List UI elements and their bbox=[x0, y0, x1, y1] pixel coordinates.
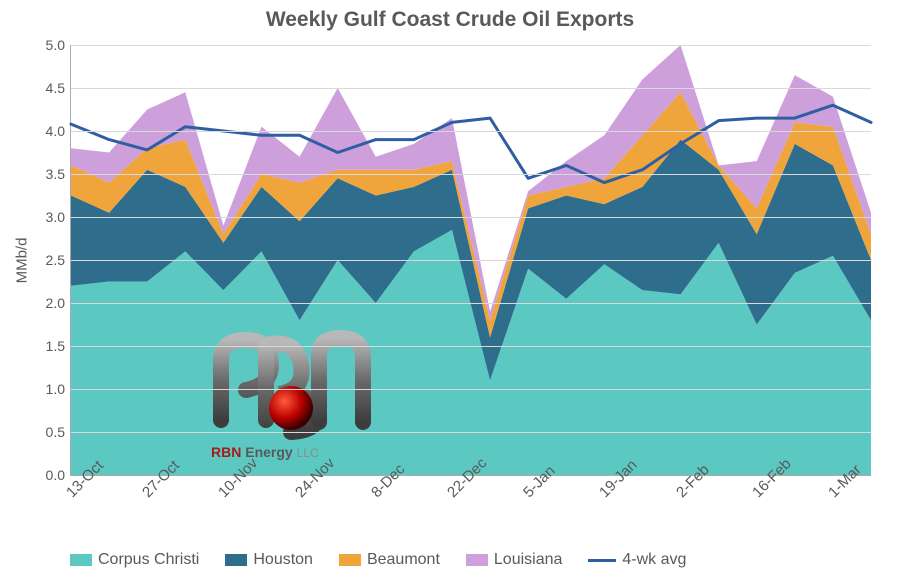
y-axis-label: MMb/d bbox=[12, 45, 32, 475]
legend-label: Beaumont bbox=[367, 551, 440, 569]
gridline bbox=[71, 131, 871, 132]
y-tick-label: 5.0 bbox=[46, 37, 71, 53]
legend-swatch bbox=[466, 554, 488, 566]
legend-item: 4-wk avg bbox=[588, 551, 686, 569]
y-tick-label: 0.5 bbox=[46, 424, 71, 440]
legend-item: Beaumont bbox=[339, 551, 440, 569]
y-tick-label: 2.5 bbox=[46, 252, 71, 268]
gridline bbox=[71, 217, 871, 218]
y-tick-label: 3.5 bbox=[46, 166, 71, 182]
y-tick-label: 4.0 bbox=[46, 123, 71, 139]
legend-label: Louisiana bbox=[494, 551, 563, 569]
y-tick-label: 1.0 bbox=[46, 381, 71, 397]
gridline bbox=[71, 174, 871, 175]
chart-root: Weekly Gulf Coast Crude Oil Exports MMb/… bbox=[0, 0, 900, 575]
y-tick-label: 4.5 bbox=[46, 80, 71, 96]
legend-item: Louisiana bbox=[466, 551, 563, 569]
rbn-logo-caption: RBN Energy LLC bbox=[211, 444, 319, 460]
legend-swatch bbox=[225, 554, 247, 566]
y-axis-label-text: MMb/d bbox=[14, 237, 31, 283]
plot-area: RBN Energy LLC 0.00.51.01.52.02.53.03.54… bbox=[70, 45, 871, 476]
gridline bbox=[71, 303, 871, 304]
rbn-logo: RBN Energy LLC bbox=[201, 330, 401, 460]
legend-line-swatch bbox=[588, 559, 616, 562]
gridline bbox=[71, 432, 871, 433]
gridline bbox=[71, 389, 871, 390]
legend-item: Houston bbox=[225, 551, 313, 569]
y-tick-label: 2.0 bbox=[46, 295, 71, 311]
legend-swatch bbox=[70, 554, 92, 566]
legend: Corpus Christi Houston Beaumont Louisiana 4-… bbox=[70, 551, 870, 569]
gridline bbox=[71, 45, 871, 46]
gridline bbox=[71, 88, 871, 89]
y-tick-label: 3.0 bbox=[46, 209, 71, 225]
logo-text-main: RBN bbox=[211, 444, 241, 460]
logo-text-llc: LLC bbox=[297, 446, 319, 460]
y-tick-label: 0.0 bbox=[46, 467, 71, 483]
legend-swatch bbox=[339, 554, 361, 566]
chart-title: Weekly Gulf Coast Crude Oil Exports bbox=[0, 8, 900, 32]
rbn-logo-svg bbox=[201, 330, 401, 460]
gridline bbox=[71, 346, 871, 347]
y-tick-label: 1.5 bbox=[46, 338, 71, 354]
legend-label: Corpus Christi bbox=[98, 551, 199, 569]
legend-item: Corpus Christi bbox=[70, 551, 199, 569]
gridline bbox=[71, 260, 871, 261]
legend-label: Houston bbox=[253, 551, 313, 569]
legend-label: 4-wk avg bbox=[622, 551, 686, 569]
